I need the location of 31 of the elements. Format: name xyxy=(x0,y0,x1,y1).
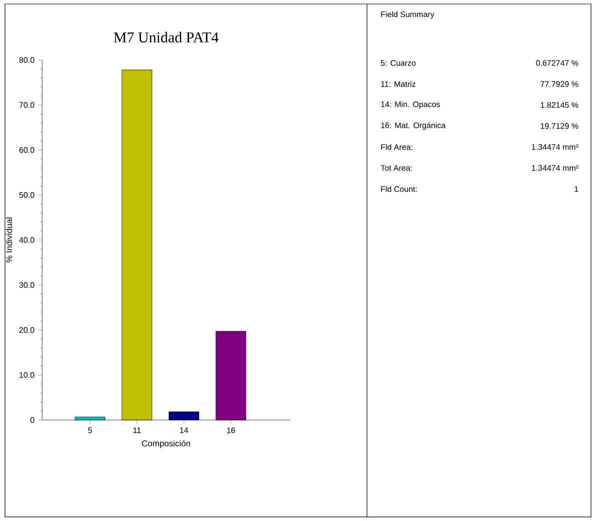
y-tick-label: 70.0 xyxy=(19,102,34,108)
y-tick-label: 40.0 xyxy=(19,237,34,243)
y-tick-label: 20.0 xyxy=(19,327,34,333)
text: Tot Area: xyxy=(380,165,412,171)
text: 19.7129 % xyxy=(540,123,578,129)
y-tick-label: 10.0 xyxy=(20,372,34,378)
text: 5: Cuarzo xyxy=(380,60,416,66)
text: Fld Count: xyxy=(381,186,417,192)
text: 11: Matriz xyxy=(381,81,416,87)
text: Field Summary xyxy=(381,11,434,19)
text: 0.672747 % xyxy=(536,60,578,66)
text: 14: Min. Opacos xyxy=(381,101,440,109)
chart-title: M7 Unidad PAT4 xyxy=(114,32,219,42)
text: 1.34474 mm² xyxy=(532,165,578,171)
x-tick-label: 14 xyxy=(180,428,188,434)
x-tick-label: 16 xyxy=(227,428,236,434)
x-tick-label: 5 xyxy=(88,428,92,434)
x-axis-title: Composición xyxy=(142,440,190,448)
y-tick-label: 0 xyxy=(30,417,34,423)
y-tick-label: 60.0 xyxy=(19,147,34,153)
y-axis-title: % Individual xyxy=(6,218,12,263)
text: 16: Mat. Orgánica xyxy=(381,122,446,130)
text: 1.34474 mm² xyxy=(532,144,578,150)
x-tick-label: 11 xyxy=(133,428,141,434)
y-tick-label: 80.0 xyxy=(19,57,34,63)
text: 77.7929 % xyxy=(540,81,578,87)
y-tick-label: 50.0 xyxy=(19,192,34,198)
text: 1 xyxy=(574,186,578,192)
text: 1.82145 % xyxy=(540,102,578,108)
text: Fld Area: xyxy=(381,144,412,150)
y-tick-label: 30.0 xyxy=(19,282,34,288)
